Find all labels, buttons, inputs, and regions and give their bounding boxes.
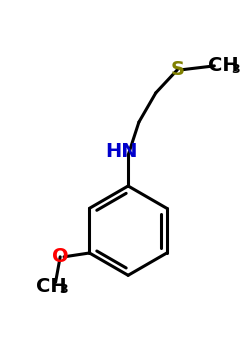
Text: 3: 3: [232, 63, 240, 76]
Text: O: O: [52, 247, 68, 266]
Text: HN: HN: [106, 142, 138, 161]
Text: S: S: [170, 60, 184, 79]
Text: CH: CH: [36, 276, 66, 296]
Text: CH: CH: [208, 56, 239, 75]
Text: 3: 3: [59, 284, 68, 296]
